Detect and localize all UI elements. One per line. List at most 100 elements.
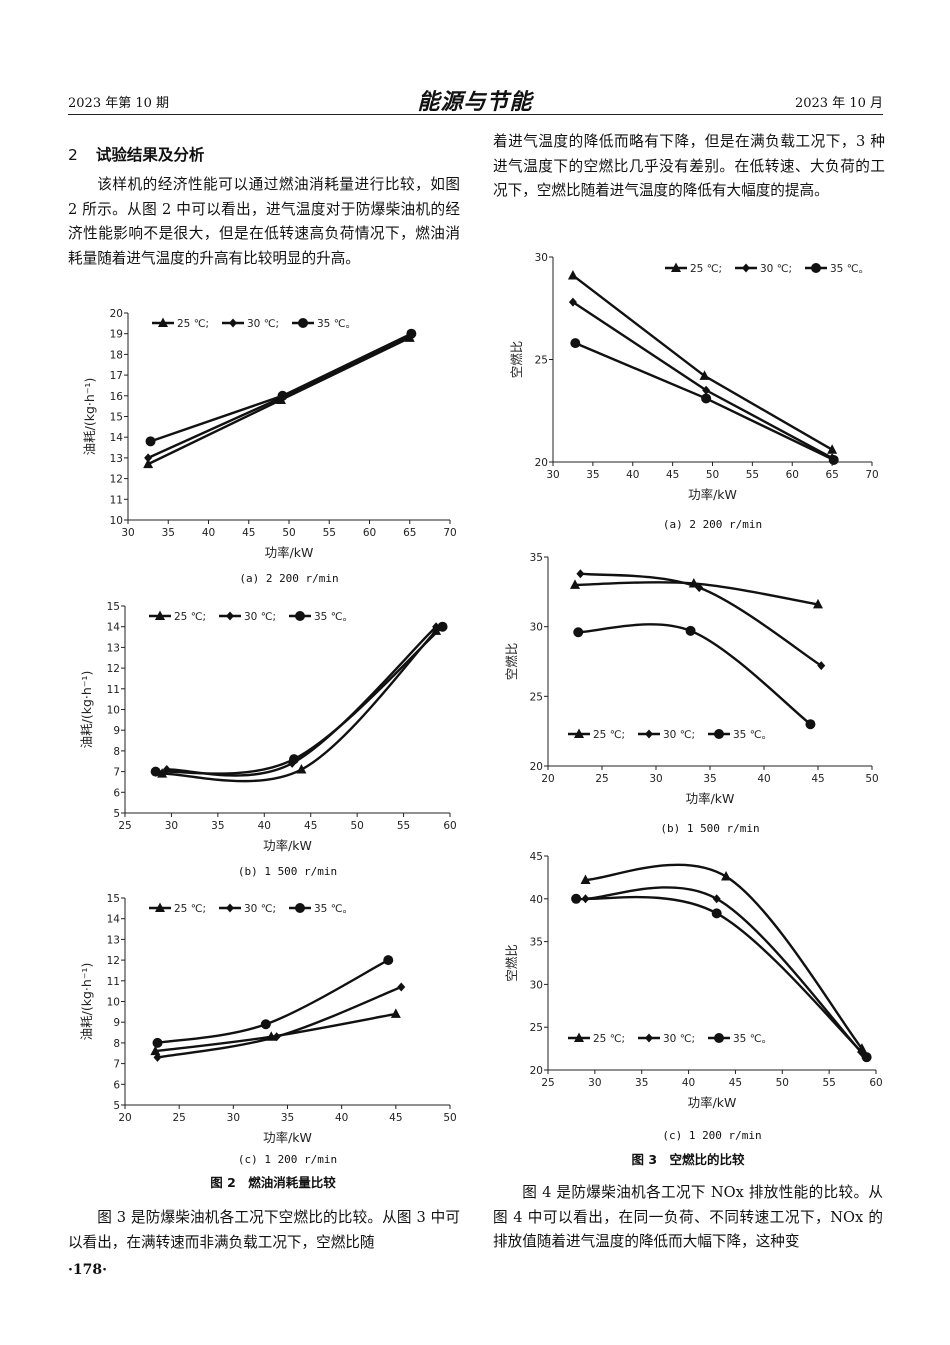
x-tick-label: 40 <box>202 527 215 539</box>
paragraph-fig4-intro: 图 4 是防爆柴油机各工况下 NOx 排放性能的比较。从图 4 中可以看出，在同… <box>493 1184 883 1251</box>
data-point-triangle <box>721 871 732 881</box>
y-tick-label: 25 <box>530 1022 543 1034</box>
legend-label: 35 ℃。 <box>733 1033 772 1045</box>
y-tick-label: 30 <box>530 622 543 634</box>
legend-marker-diamond <box>229 318 237 328</box>
y-tick-label: 25 <box>535 355 548 367</box>
x-tick-label: 35 <box>281 1112 294 1124</box>
y-axis-label: 油耗/(kg·h⁻¹) <box>82 378 97 456</box>
x-tick-label: 60 <box>869 1077 882 1089</box>
y-tick-label: 8 <box>113 746 120 758</box>
data-point-circle <box>437 621 448 632</box>
caption-fig3b: (b) 1 500 r/min <box>660 822 760 835</box>
x-axis-label: 功率/kW <box>263 838 312 853</box>
series-line-2 <box>150 332 412 443</box>
y-tick-label: 14 <box>110 432 124 444</box>
y-tick-label: 13 <box>107 934 120 946</box>
y-tick-label: 10 <box>107 705 120 717</box>
data-point-circle <box>406 328 417 339</box>
y-tick-label: 20 <box>530 761 543 773</box>
x-tick-label: 40 <box>335 1112 348 1124</box>
y-tick-label: 12 <box>107 663 120 675</box>
series-line-2 <box>578 623 812 726</box>
y-axis-label: 油耗/(kg·h⁻¹) <box>79 671 94 749</box>
y-axis-label: 空燃比 <box>504 643 519 681</box>
x-tick-label: 45 <box>389 1112 402 1124</box>
paragraph-fig3-intro: 图 3 是防爆柴油机各工况下空燃比的比较。从图 3 中可以看出，在满转速而非满负… <box>68 1209 460 1251</box>
data-point-triangle <box>580 874 591 884</box>
data-point-circle <box>260 1019 271 1030</box>
page-number: ·178· <box>68 1262 107 1278</box>
data-point-circle <box>383 955 394 966</box>
section-heading: 2 试验结果及分析 <box>68 143 204 165</box>
y-tick-label: 15 <box>110 412 123 424</box>
x-tick-label: 40 <box>757 773 770 785</box>
x-tick-label: 55 <box>323 527 336 539</box>
data-point-triangle <box>827 444 838 454</box>
y-tick-label: 15 <box>107 893 120 905</box>
data-point-circle <box>152 1037 163 1048</box>
y-tick-label: 9 <box>113 725 120 737</box>
issue-label: 2023 年第 10 期 <box>68 96 170 111</box>
x-tick-label: 35 <box>211 820 224 832</box>
x-tick-label: 25 <box>541 1077 554 1089</box>
y-tick-label: 16 <box>110 391 124 403</box>
x-tick-label: 70 <box>443 527 456 539</box>
legend-label: 35 ℃。 <box>317 318 356 330</box>
x-tick-label: 35 <box>162 527 175 539</box>
data-point-triangle <box>570 579 580 589</box>
x-tick-label: 45 <box>304 820 317 832</box>
x-tick-label: 50 <box>776 1077 789 1089</box>
data-point-circle <box>571 893 582 904</box>
figure-2-caption: 图 2 燃油消耗量比较 <box>210 1175 336 1190</box>
y-tick-label: 13 <box>110 453 123 465</box>
legend-marker-diamond <box>742 263 750 273</box>
legend-label: 25 ℃; <box>177 318 209 330</box>
x-tick-label: 50 <box>706 469 719 481</box>
data-point-circle <box>711 908 722 919</box>
legend-label: 25 ℃; <box>690 263 722 275</box>
y-tick-label: 12 <box>110 474 123 486</box>
x-tick-label: 55 <box>822 1077 835 1089</box>
legend-marker-circle <box>714 729 724 739</box>
data-point-circle <box>150 766 161 777</box>
y-tick-label: 14 <box>107 914 121 926</box>
data-point-circle <box>289 754 299 765</box>
legend-marker-circle <box>298 318 308 328</box>
x-tick-label: 50 <box>865 773 878 785</box>
legend-marker-triangle <box>155 610 165 620</box>
y-tick-label: 15 <box>107 601 120 613</box>
y-tick-label: 8 <box>113 1038 120 1050</box>
data-point-circle <box>145 436 156 447</box>
series-line-1 <box>585 886 863 1054</box>
x-tick-label: 35 <box>635 1077 648 1089</box>
x-tick-label: 35 <box>703 773 716 785</box>
x-tick-label: 40 <box>626 469 639 481</box>
y-tick-label: 11 <box>107 976 120 988</box>
data-point-triangle <box>390 1008 401 1018</box>
series-line-1 <box>166 625 437 777</box>
y-tick-label: 10 <box>110 515 123 527</box>
legend-label: 30 ℃; <box>760 263 792 275</box>
x-tick-label: 55 <box>746 469 759 481</box>
chart-fig2a: 30 35 40 45 50 55 60 65 70 10 11 12 13 14 15 16 17 18 19 20… <box>82 308 457 560</box>
legend-label: 35 ℃。 <box>314 903 353 915</box>
x-axis-label: 功率/kW <box>265 545 314 560</box>
data-point-circle <box>573 627 584 638</box>
y-tick-label: 11 <box>110 494 123 506</box>
x-axis-label: 功率/kW <box>263 1130 312 1145</box>
x-tick-label: 65 <box>403 527 416 539</box>
legend-label: 25 ℃; <box>593 1033 625 1045</box>
data-point-diamond <box>702 385 711 395</box>
date-label: 2023 年 10 月 <box>794 96 883 111</box>
paragraph-continued: 着进气温度的降低而略有下降，但是在满负载工况下，3 种进气温度下的空燃比几乎没有… <box>493 133 885 200</box>
data-point-triangle <box>699 370 710 380</box>
legend-marker-triangle <box>158 317 168 327</box>
legend-label: 30 ℃; <box>247 318 279 330</box>
y-tick-label: 10 <box>107 997 120 1009</box>
paragraph-fig2-intro: 该样机的经济性能可以通过燃油消耗量进行比较，如图 2 所示。从图 2 中可以看出… <box>68 176 460 267</box>
legend-marker-diamond <box>226 903 234 913</box>
x-axis-label: 功率/kW <box>686 791 735 806</box>
